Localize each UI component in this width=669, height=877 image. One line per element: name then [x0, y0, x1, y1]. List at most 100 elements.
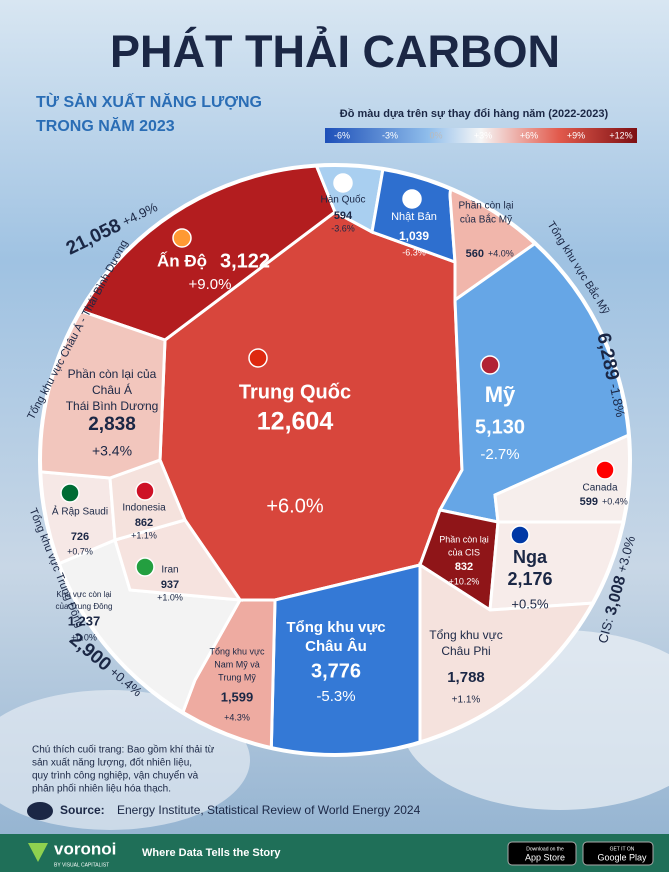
badge-text: App Store: [525, 852, 565, 862]
cell-value: 726: [71, 531, 89, 543]
legend-label: -6%: [334, 130, 350, 140]
cell-name: Tổng khu vực: [209, 646, 265, 656]
footnote: Chú thích cuối trang: Bao gồm khí thải t…: [32, 744, 215, 795]
flag: [248, 348, 268, 368]
cell-name: Phần còn lại: [458, 200, 513, 212]
cell-name: Hàn Quốc: [320, 194, 365, 206]
cell-value: 1,039: [399, 229, 429, 243]
footnote-line: Chú thích cuối trang: Bao gồm khí thải t…: [32, 744, 215, 756]
cell-name: Canada: [582, 483, 617, 494]
cell-name: Châu Á: [92, 382, 132, 397]
google-play-badge[interactable]: [582, 841, 654, 866]
flag: [333, 173, 353, 193]
cell-value: 594: [334, 210, 353, 222]
flag: [172, 228, 192, 248]
region-change: -1.8%: [607, 382, 629, 419]
flag: [135, 481, 155, 501]
cell-value: 5,130: [475, 416, 525, 438]
cell-change: -6.3%: [402, 247, 426, 257]
cell-name: Iran: [161, 565, 178, 576]
cell-value: 599: [580, 496, 598, 508]
flag: [595, 460, 615, 480]
cell-value: 1,599: [221, 689, 254, 704]
badge-text: GET IT ON: [610, 846, 635, 852]
flag: [480, 355, 500, 375]
cell-change: +3.4%: [92, 443, 132, 459]
cell-value: 832: [455, 561, 473, 573]
cell-name: Tổng khu vực: [286, 619, 385, 636]
cell-change: +0.0%: [71, 632, 97, 642]
cell-value: 12,604: [257, 408, 334, 436]
cell-name: Phần còn lại của: [68, 367, 157, 381]
cell-value: 3,122: [220, 250, 270, 272]
footnote-line: sản xuất năng lượng, đốt nhiên liệu,: [32, 757, 192, 769]
footnote-line: quy trình công nghiệp, vận chuyển và: [32, 770, 199, 782]
circle-edge: [38, 163, 632, 757]
subtitle: TỪ SẢN XUẤT NĂNG LƯỢNG: [36, 92, 262, 111]
subtitle: TRONG NĂM 2023: [36, 116, 175, 135]
cell: [493, 427, 630, 524]
cell-name: Ả Rập Saudi: [52, 505, 108, 518]
cell-name: Châu Phi: [441, 644, 490, 658]
source-icon: [27, 802, 53, 820]
brand-by: BY VISUAL CAPITALIST: [54, 862, 109, 868]
cell-name: của CIS: [448, 547, 480, 557]
cell-change: +1.0%: [157, 592, 183, 602]
cell-change: +0.4%: [602, 496, 628, 506]
legend-label: 0%: [429, 130, 442, 140]
cell-change: +6.0%: [266, 495, 323, 517]
cell-change: +10.2%: [449, 576, 480, 586]
cell-change: +4.0%: [488, 248, 514, 258]
legend-title: Đồ màu dựa trên sự thay đổi hàng năm (20…: [340, 108, 609, 120]
legend-scale: [325, 128, 637, 143]
app-store-badge[interactable]: [507, 841, 577, 866]
cell-name: Thái Bình Dương: [66, 399, 159, 413]
flag: [510, 525, 530, 545]
cell-change: +0.7%: [67, 546, 93, 556]
cell-labels: Trung Quốc 12,604 +6.0% Ấn Độ 3,122 +9.0% Hàn …: [52, 173, 628, 722]
flag: [402, 189, 422, 209]
cell-change: +4.3%: [224, 712, 250, 722]
footnote-line: phân phối nhiên liệu hóa thạch.: [32, 783, 171, 795]
brand-icon: [28, 843, 48, 862]
cell-name: Khu vực còn lại: [56, 590, 111, 599]
badge-text: Google Play: [597, 852, 647, 862]
legend-label: +3%: [474, 130, 492, 140]
cell-value: 2,838: [88, 414, 136, 435]
cell-change: -5.3%: [316, 688, 355, 705]
cell-value: 560: [466, 248, 484, 260]
brand: voronoi: [54, 839, 116, 858]
title: PHÁT THẢI CARBON: [110, 26, 560, 77]
legend-label: +12%: [609, 130, 632, 140]
flag: [60, 483, 80, 503]
cell-value: 3,776: [311, 660, 361, 682]
flag: [135, 557, 155, 577]
tagline: Where Data Tells the Story: [142, 847, 281, 859]
cell-change: +1.1%: [131, 530, 157, 540]
cell-value: 2,176: [507, 569, 552, 589]
cell-change: +9.0%: [189, 276, 232, 293]
cell-change: +0.5%: [511, 596, 549, 611]
cell-name: Phần còn lại: [439, 534, 489, 544]
legend-label: +6%: [520, 130, 538, 140]
cell-change: -2.7%: [480, 446, 519, 463]
cell-change: -3.6%: [331, 223, 355, 233]
cell-name: của Trung Đông: [56, 602, 113, 611]
cell-name: Nhật Bản: [391, 211, 437, 223]
legend-label: -3%: [382, 130, 398, 140]
cell-name: Indonesia: [122, 503, 166, 514]
cell-name: Mỹ: [485, 382, 516, 407]
legend-label: +9%: [567, 130, 585, 140]
cell-name: Nga: [513, 547, 548, 567]
region-name: CIS:: [595, 617, 616, 645]
cell-value: 1,788: [447, 669, 485, 686]
cell-name: Tổng khu vực: [429, 628, 502, 642]
cell-name: Trung Mỹ: [218, 672, 256, 682]
cell-name: Trung Quốc: [239, 381, 351, 403]
cell-value: 937: [161, 579, 179, 591]
source-label: Source:: [60, 803, 105, 817]
badge-text: Download on the: [526, 846, 564, 852]
cell-value: 862: [135, 517, 153, 529]
source-text: Energy Institute, Statistical Review of …: [117, 803, 421, 817]
